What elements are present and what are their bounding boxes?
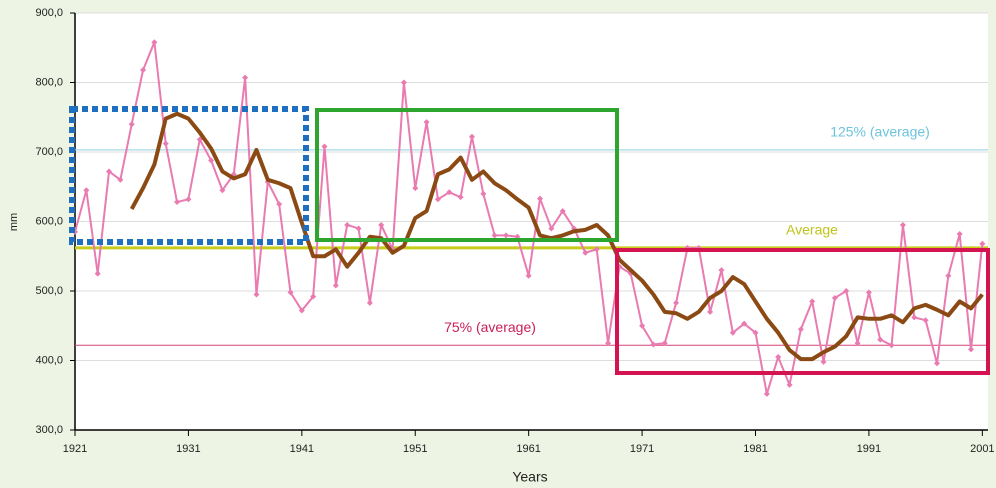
plot: 300,0 400,0 500,0 600,0 700,0 800,0 900,0 1921 1…: [35, 7, 994, 455]
data-point: [106, 168, 113, 175]
data-point: [412, 185, 419, 192]
x-tick-label: 1951: [403, 443, 427, 455]
data-point: [321, 143, 328, 150]
data-point: [423, 119, 430, 126]
x-tick-label: 1941: [290, 443, 314, 455]
data-point: [967, 346, 974, 353]
data-point: [162, 140, 169, 147]
data-point: [242, 74, 249, 81]
data-point: [718, 267, 725, 274]
data-point: [94, 270, 101, 277]
data-point: [332, 282, 339, 289]
data-point: [434, 196, 441, 203]
data-point: [174, 199, 181, 206]
data-point: [865, 289, 872, 296]
y-tick-label: 700,0: [35, 146, 63, 158]
y-tick-label: 800,0: [35, 76, 63, 88]
data-point: [593, 246, 600, 253]
data-point: [639, 322, 646, 329]
x-tick-label: 1971: [630, 443, 654, 455]
y-tick-label: 300,0: [35, 424, 63, 436]
data-point: [854, 340, 861, 347]
data-point: [809, 298, 816, 305]
x-tick-label: 1921: [63, 443, 87, 455]
data-point: [605, 340, 612, 347]
data-point: [446, 189, 453, 196]
data-point: [820, 358, 827, 365]
data-point: [797, 326, 804, 333]
data-point: [480, 190, 487, 197]
data-point: [956, 231, 963, 238]
y-tick-label: 600,0: [35, 215, 63, 227]
data-point: [219, 187, 226, 194]
data-point: [729, 329, 736, 336]
x-axis-title: Years: [512, 469, 547, 485]
data-point: [661, 340, 668, 347]
data-point: [650, 341, 657, 348]
reference-label: 75% (average): [444, 319, 536, 335]
y-tick-label: 900,0: [35, 7, 63, 19]
data-point: [775, 354, 782, 361]
data-point: [979, 240, 986, 247]
data-point: [185, 196, 192, 203]
data-point: [537, 195, 544, 202]
data-point: [491, 232, 498, 239]
reference-label: Average: [786, 222, 838, 238]
data-point: [502, 232, 509, 239]
y-tick-label: 400,0: [35, 354, 63, 366]
data-point: [378, 221, 385, 228]
data-point: [298, 307, 305, 314]
y-axis-title: mm: [8, 213, 20, 231]
x-tick-label: 1931: [176, 443, 200, 455]
data-point: [525, 272, 532, 279]
data-point: [786, 381, 793, 388]
x-tick-label: 1961: [516, 443, 540, 455]
data-point: [582, 249, 589, 256]
data-point: [117, 176, 124, 183]
x-tick-label: 1981: [743, 443, 767, 455]
data-point: [831, 294, 838, 301]
data-point: [151, 39, 158, 46]
y-tick-label: 500,0: [35, 285, 63, 297]
data-point: [843, 288, 850, 294]
data-point: [933, 360, 940, 367]
highlight-box: [315, 108, 619, 242]
data-point: [707, 308, 714, 315]
data-point: [128, 121, 135, 128]
data-point: [741, 320, 748, 327]
series-line: [129, 111, 984, 362]
data-point: [366, 299, 373, 306]
highlight-box: [69, 106, 309, 245]
data-point: [548, 225, 555, 232]
data-point: [911, 314, 918, 321]
data-point: [140, 66, 147, 73]
data-point: [83, 187, 90, 194]
x-tick-label: 2001: [970, 443, 994, 455]
data-point: [888, 342, 895, 349]
data-point: [310, 293, 317, 300]
data-point: [673, 299, 680, 306]
reference-label: 125% (average): [830, 124, 930, 140]
data-point: [208, 157, 215, 164]
data-point: [355, 225, 362, 232]
data-point: [344, 221, 351, 228]
data-point: [400, 79, 407, 86]
data-point: [468, 133, 475, 140]
x-tick-label: 1991: [857, 443, 881, 455]
data-point: [559, 208, 566, 215]
data-point: [457, 194, 464, 201]
data-point: [945, 272, 952, 279]
data-point: [276, 201, 283, 208]
data-point: [922, 317, 929, 324]
data-point: [287, 289, 294, 296]
data-point: [899, 221, 906, 228]
data-point: [763, 390, 770, 397]
highlight-box: [615, 248, 990, 375]
data-point: [253, 291, 260, 298]
data-point: [877, 336, 884, 343]
data-point: [752, 329, 759, 336]
